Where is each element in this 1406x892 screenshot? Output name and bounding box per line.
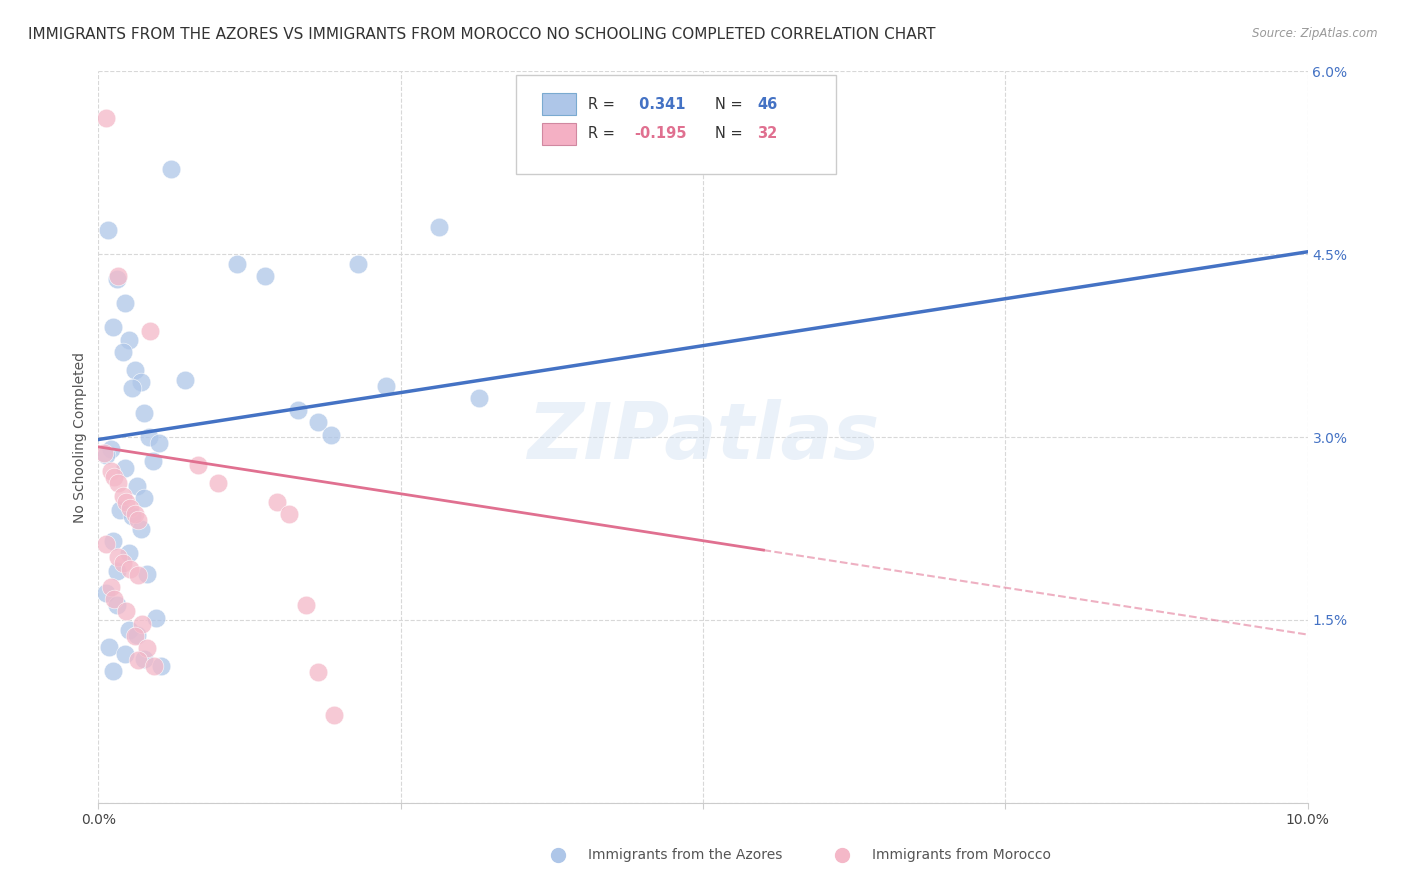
- Point: [127, 627, 149, 641]
- Point: [101, 320, 124, 334]
- Point: [295, 599, 318, 613]
- Text: R =: R =: [588, 126, 620, 141]
- Point: [103, 592, 125, 607]
- Point: [115, 604, 138, 618]
- Point: [97, 223, 120, 237]
- Point: [127, 513, 149, 527]
- Text: 32: 32: [758, 126, 778, 141]
- Point: [118, 333, 141, 347]
- Point: [319, 427, 342, 442]
- Point: [100, 442, 122, 457]
- Text: 46: 46: [758, 96, 778, 112]
- Text: Immigrants from the Azores: Immigrants from the Azores: [588, 848, 783, 863]
- Point: [138, 430, 160, 444]
- Point: [94, 537, 117, 551]
- Point: [127, 567, 149, 582]
- Point: [287, 403, 309, 417]
- Point: [101, 533, 124, 548]
- Point: [94, 448, 117, 462]
- Point: [226, 257, 249, 271]
- Point: [148, 436, 170, 450]
- Point: [347, 257, 370, 271]
- Point: [127, 653, 149, 667]
- Point: [118, 623, 141, 637]
- Point: [114, 296, 136, 310]
- Point: [124, 363, 146, 377]
- Y-axis label: No Schooling Completed: No Schooling Completed: [73, 351, 87, 523]
- Point: [118, 500, 141, 515]
- Text: -0.195: -0.195: [634, 126, 686, 141]
- Point: [101, 664, 124, 678]
- Point: [111, 489, 134, 503]
- Point: [107, 476, 129, 491]
- Point: [105, 564, 128, 578]
- Text: N =: N =: [716, 126, 748, 141]
- Point: [468, 391, 491, 405]
- Point: [114, 460, 136, 475]
- Text: Immigrants from Morocco: Immigrants from Morocco: [872, 848, 1052, 863]
- Point: [94, 586, 117, 600]
- Point: [121, 509, 143, 524]
- Point: [115, 494, 138, 508]
- Point: [100, 580, 122, 594]
- Point: [134, 652, 156, 666]
- Point: [108, 503, 131, 517]
- Point: [121, 381, 143, 395]
- Point: [174, 373, 197, 387]
- Point: [145, 610, 167, 624]
- Point: [135, 566, 157, 581]
- Point: [118, 546, 141, 560]
- Point: [111, 556, 134, 570]
- Point: [142, 454, 165, 468]
- Point: [160, 161, 183, 176]
- Point: [98, 640, 121, 654]
- Point: [131, 616, 153, 631]
- Point: [143, 659, 166, 673]
- Point: [266, 494, 288, 508]
- Point: [429, 220, 451, 235]
- Point: [114, 647, 136, 661]
- Point: [135, 640, 157, 655]
- Text: N =: N =: [716, 96, 748, 112]
- Point: [124, 629, 146, 643]
- Text: R =: R =: [588, 96, 620, 112]
- Point: [187, 458, 209, 472]
- Point: [103, 470, 125, 484]
- Point: [207, 476, 229, 491]
- Point: [107, 269, 129, 284]
- Point: [118, 562, 141, 576]
- Point: [100, 464, 122, 478]
- FancyBboxPatch shape: [543, 94, 576, 115]
- Point: [308, 665, 330, 680]
- Point: [278, 507, 301, 521]
- Text: 0.341: 0.341: [634, 96, 686, 112]
- Point: [93, 446, 115, 460]
- Text: Source: ZipAtlas.com: Source: ZipAtlas.com: [1253, 27, 1378, 40]
- Point: [139, 324, 162, 338]
- Point: [375, 379, 398, 393]
- Point: [127, 479, 149, 493]
- FancyBboxPatch shape: [543, 122, 576, 145]
- Point: [129, 521, 152, 535]
- Point: [105, 599, 128, 613]
- Point: [94, 111, 117, 125]
- Point: [107, 549, 129, 564]
- Point: [129, 375, 152, 389]
- Text: IMMIGRANTS FROM THE AZORES VS IMMIGRANTS FROM MOROCCO NO SCHOOLING COMPLETED COR: IMMIGRANTS FROM THE AZORES VS IMMIGRANTS…: [28, 27, 935, 42]
- FancyBboxPatch shape: [516, 75, 837, 174]
- Point: [308, 416, 330, 430]
- Text: ZIPatlas: ZIPatlas: [527, 399, 879, 475]
- Point: [323, 708, 346, 723]
- Point: [134, 406, 156, 420]
- Point: [254, 269, 277, 284]
- Point: [134, 491, 156, 505]
- Point: [150, 659, 173, 673]
- Point: [124, 507, 146, 521]
- Point: [105, 271, 128, 285]
- Point: [111, 344, 134, 359]
